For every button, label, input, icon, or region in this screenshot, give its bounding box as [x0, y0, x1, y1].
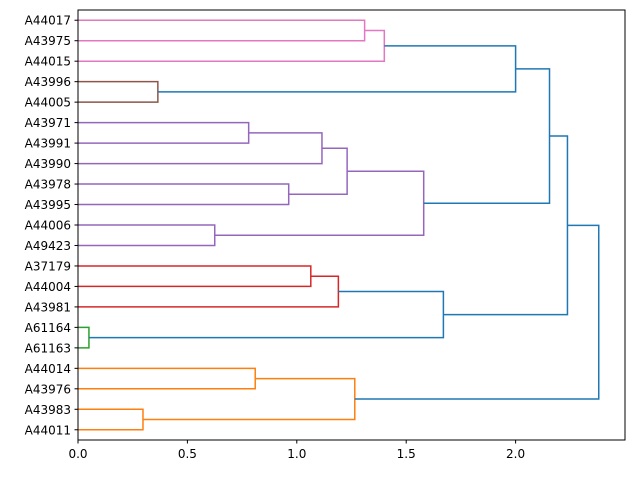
y-tick-label: A43983 [25, 403, 71, 417]
x-tick-label: 1.0 [287, 447, 306, 461]
y-tick-label: A43990 [25, 157, 71, 171]
dendrogram-link-n10 [214, 170, 425, 236]
x-axis: 0.0 0.5 1.0 1.5 2.0 [68, 440, 525, 461]
y-tick-label: A43978 [25, 178, 71, 192]
y-tick-label: A44017 [25, 14, 71, 28]
y-axis: A44017 A43975 A44015 A43996 A44005 A43971 A439… [25, 14, 78, 437]
y-tick-label: A61163 [25, 341, 71, 355]
dendrogram-link-n12 [78, 265, 312, 288]
y-tick-label: A43995 [25, 198, 71, 212]
dendrogram-link-n19 [142, 377, 356, 421]
x-tick-label: 1.5 [397, 447, 416, 461]
dendrogram-link-n4 [157, 45, 517, 93]
dendrogram-link-n11 [423, 68, 551, 204]
dendrogram-link-n15 [88, 290, 445, 339]
y-tick-label: A44005 [25, 96, 71, 110]
y-tick-label: A43981 [25, 300, 71, 314]
y-tick-label: A43975 [25, 34, 71, 48]
dendrogram-link-n1 [78, 19, 366, 42]
dendrogram-link-n20 [354, 224, 600, 400]
dendrogram-link-n2 [78, 29, 386, 62]
y-tick-label: A44015 [25, 55, 71, 69]
y-tick-label: A44014 [25, 362, 71, 376]
dendrogram-link-n7 [78, 183, 290, 206]
dendrogram-link-n5 [78, 121, 250, 144]
y-tick-label: A44004 [25, 280, 71, 294]
dendrogram-link-n3 [78, 80, 159, 103]
y-tick-label: A43996 [25, 75, 71, 89]
dendrogram-links [78, 19, 600, 431]
dendrogram-link-n6 [78, 132, 323, 165]
dendrogram-link-n13 [78, 275, 340, 308]
dendrogram-link-n18 [78, 408, 144, 431]
x-tick-label: 0.5 [178, 447, 197, 461]
y-tick-label: A49423 [25, 239, 71, 253]
y-tick-label: A44006 [25, 219, 71, 233]
dendrogram-link-n14 [78, 326, 90, 349]
y-tick-label: A43991 [25, 137, 71, 151]
dendrogram-link-n9 [78, 224, 216, 247]
y-tick-label: A37179 [25, 259, 71, 273]
y-tick-label: A43976 [25, 382, 71, 396]
y-tick-label: A44011 [25, 423, 71, 437]
y-tick-label: A61164 [25, 321, 71, 335]
dendrogram-link-n17 [78, 367, 256, 390]
dendrogram-link-n8 [288, 147, 348, 196]
y-tick-label: A43971 [25, 116, 71, 130]
x-tick-label: 2.0 [506, 447, 525, 461]
x-tick-label: 0.0 [68, 447, 87, 461]
